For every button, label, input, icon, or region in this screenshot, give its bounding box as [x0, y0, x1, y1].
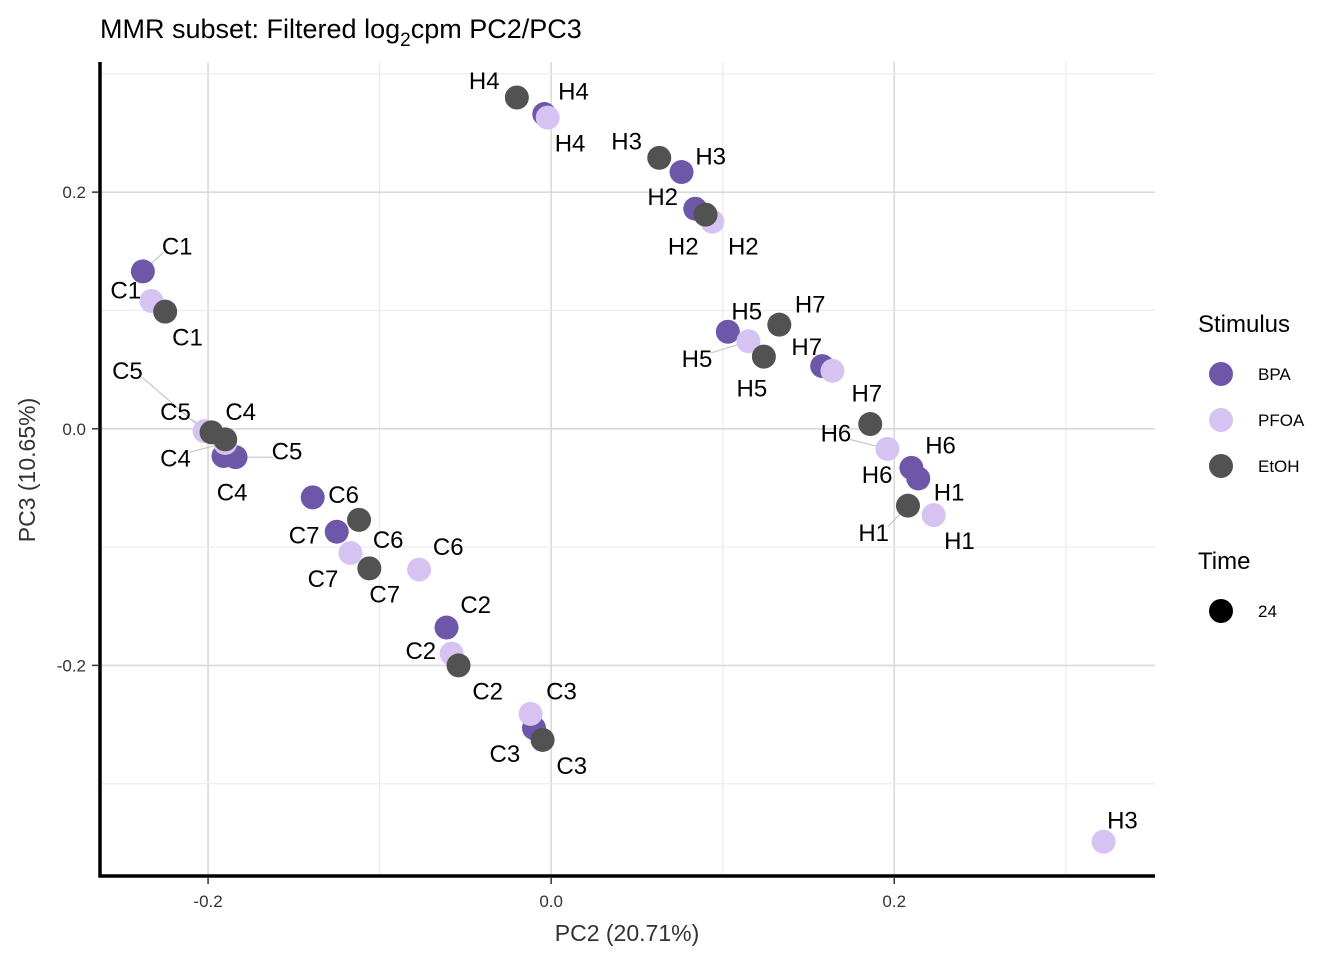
point-label: H2: [647, 184, 678, 211]
point-pfoa: [921, 503, 946, 528]
point-pfoa: [407, 557, 432, 582]
point-label: C4: [225, 399, 256, 426]
chart-title: MMR subset: Filtered log2cpm PC2/PC3: [100, 14, 582, 51]
y-tick-label: 0.0: [62, 420, 86, 439]
point-label: C1: [172, 325, 203, 352]
y-tick-label: 0.2: [62, 183, 86, 202]
point-label: H3: [611, 128, 642, 155]
point-label: H6: [862, 462, 893, 489]
legend-label-etoh: EtOH: [1258, 457, 1300, 476]
x-tick-label: 0.0: [539, 892, 563, 911]
point-label: C2: [405, 638, 436, 665]
point-label: H6: [925, 432, 956, 459]
point-label: C1: [110, 277, 141, 304]
point-label: C5: [112, 358, 143, 385]
legend-stimulus-title: Stimulus: [1198, 311, 1290, 338]
point-pfoa: [875, 436, 900, 461]
point-etoh: [530, 727, 555, 752]
point-label: H5: [682, 346, 713, 373]
point-etoh: [153, 299, 178, 324]
point-etoh: [858, 412, 883, 437]
point-label: C2: [472, 678, 503, 705]
point-label: H4: [469, 68, 500, 95]
point-etoh: [213, 427, 238, 452]
point-etoh: [504, 85, 529, 110]
point-bpa: [715, 319, 740, 344]
legend-key-etoh: [1209, 454, 1233, 478]
point-etoh: [767, 312, 792, 337]
point-label: C5: [272, 438, 303, 465]
point-label: H7: [851, 380, 882, 407]
point-label: C3: [556, 753, 587, 780]
point-etoh: [895, 493, 920, 518]
point-bpa: [130, 259, 155, 284]
legend-time-title: Time: [1198, 548, 1250, 575]
x-tick-label: 0.2: [882, 892, 906, 911]
label-leader-line: [141, 376, 206, 432]
point-label: H4: [558, 79, 589, 106]
point-bpa: [906, 466, 931, 491]
point-label: C3: [546, 678, 577, 705]
point-label: C6: [373, 527, 404, 554]
legend-key-pfoa: [1209, 408, 1233, 432]
point-label: C7: [369, 581, 400, 608]
point-etoh: [647, 145, 672, 170]
axes: -0.2 0.0 0.2 -0.2 0.0 0.2: [57, 62, 1155, 911]
point-label: C2: [460, 592, 491, 619]
point-pfoa: [736, 329, 761, 354]
point-label: H4: [555, 131, 586, 158]
x-axis-title: PC2 (20.71%): [555, 920, 699, 946]
point-label: H7: [791, 334, 822, 361]
legend-label-pfoa: PFOA: [1258, 411, 1305, 430]
point-label: H1: [858, 520, 889, 547]
point-label: C7: [289, 522, 320, 549]
point-label: C7: [308, 566, 339, 593]
point-bpa: [324, 519, 349, 544]
data-points: [130, 85, 1116, 854]
point-pfoa: [518, 701, 543, 726]
legend-key-bpa: [1209, 362, 1233, 386]
point-label: H5: [731, 299, 762, 326]
point-label: H3: [695, 144, 726, 171]
point-pfoa: [1091, 829, 1116, 854]
y-tick-label: -0.2: [57, 656, 86, 675]
point-etoh: [347, 507, 372, 532]
point-label: C1: [162, 234, 193, 261]
point-label: H2: [668, 234, 699, 261]
point-label: C5: [160, 399, 191, 426]
point-label: H2: [728, 234, 759, 261]
point-etoh: [693, 202, 718, 227]
point-pfoa: [338, 541, 363, 566]
x-tick-label: -0.2: [193, 892, 222, 911]
point-label: C6: [328, 482, 359, 509]
point-pfoa: [535, 105, 560, 130]
point-labels: C1 C1 C1 C5 C5 C4 C4 C5 C4 C6 C7 C6 C6 C7 C7 C2 C2 C2 C3 C3…: [110, 68, 1137, 834]
point-bpa: [434, 615, 459, 640]
point-label: H1: [944, 528, 975, 555]
point-label: H1: [934, 480, 965, 507]
point-pfoa: [820, 358, 845, 383]
point-label: H5: [737, 376, 768, 403]
point-label: H6: [821, 421, 852, 448]
label-leader-lines: [141, 252, 909, 528]
legend-label-time: 24: [1258, 602, 1277, 621]
point-etoh: [446, 653, 471, 678]
legend: Stimulus BPA PFOA EtOH Time 24: [1198, 311, 1305, 623]
grid-lines: [100, 62, 1155, 876]
point-bpa: [669, 160, 694, 185]
point-label: C4: [217, 480, 248, 507]
y-axis-title: PC3 (10.65%): [14, 398, 40, 542]
legend-key-time: [1209, 599, 1233, 623]
point-label: H3: [1107, 807, 1138, 834]
point-etoh: [751, 344, 776, 369]
point-label: C3: [490, 741, 521, 768]
legend-label-bpa: BPA: [1258, 365, 1291, 384]
point-label: C4: [160, 445, 191, 472]
point-etoh: [357, 556, 382, 581]
point-bpa: [300, 485, 325, 510]
point-label: C6: [433, 534, 464, 561]
point-label: H7: [795, 292, 826, 319]
